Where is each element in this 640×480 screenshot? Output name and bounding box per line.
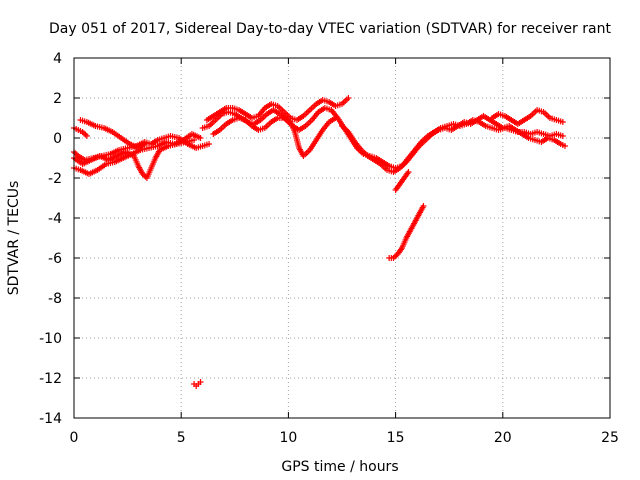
y-tick-label: -10 <box>39 331 62 347</box>
series-trace-dip <box>386 203 427 261</box>
data-point <box>197 135 204 141</box>
data-point <box>83 133 90 139</box>
data-point <box>405 169 412 175</box>
x-tick-label: 0 <box>70 430 79 446</box>
grid <box>74 58 610 418</box>
data-point <box>420 203 427 209</box>
x-tick-label: 5 <box>177 430 186 446</box>
y-tick-label: 0 <box>53 131 62 147</box>
x-tick-label: 10 <box>279 430 297 446</box>
data-point <box>559 133 566 139</box>
series-trace-late-1 <box>489 107 566 127</box>
series-trace-outlier <box>191 379 204 389</box>
y-tick-label: -4 <box>48 211 62 227</box>
series-trace-day-5 <box>339 113 568 175</box>
y-tick-label: -6 <box>48 251 62 267</box>
data-point <box>197 379 204 385</box>
chart-title: Day 051 of 2017, Sidereal Day-to-day VTE… <box>49 21 611 37</box>
x-axis-label: GPS time / hours <box>281 459 398 475</box>
y-tick-label: -14 <box>39 411 62 427</box>
data-point <box>559 119 566 125</box>
y-tick-label: -2 <box>48 171 62 187</box>
data-point <box>191 137 198 143</box>
x-tick-label: 25 <box>601 430 619 446</box>
data-point <box>345 95 352 101</box>
y-tick-label: 4 <box>53 51 62 67</box>
x-tick-label: 20 <box>494 430 512 446</box>
data-point <box>561 143 568 149</box>
y-tick-label: 2 <box>53 91 62 107</box>
data-point <box>206 141 213 147</box>
y-tick-label: -12 <box>39 371 62 387</box>
y-axis-label: SDTVAR / TECUs <box>6 181 22 296</box>
plot-frame <box>73 57 611 419</box>
x-tick-label: 15 <box>387 430 405 446</box>
data-marks <box>71 95 568 389</box>
axis-ticks <box>73 57 611 419</box>
series-trace-dip-2 <box>392 169 412 193</box>
series-trace-day-3 <box>210 115 339 159</box>
y-tick-label: -8 <box>48 291 62 307</box>
series-trace-day-1 <box>203 95 352 123</box>
